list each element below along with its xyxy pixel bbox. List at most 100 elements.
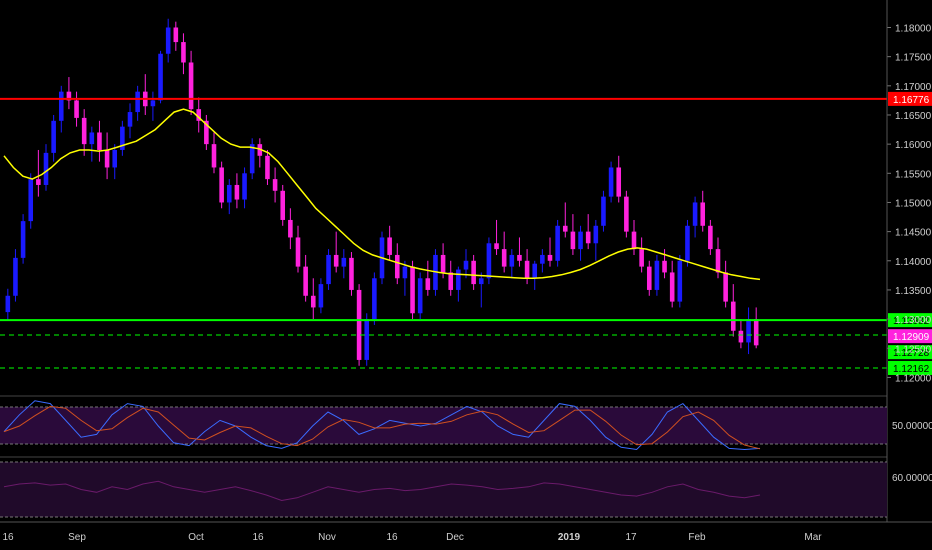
stochastic-d-line [3,405,761,450]
stochastic-axis-label: 50.00000 [892,421,932,432]
candle-body [181,42,186,63]
candle-body [463,260,469,270]
candle-body [74,100,79,118]
horizontal-levels: 1.16776 1.12982 1.12909 1.12728 1.12162 [0,91,932,375]
rsi-line [3,480,761,502]
rsi-pane: 60.00000 [0,461,932,518]
candle-body [219,167,224,203]
price-tick-label: 1.18000 [895,23,932,34]
level-tag [888,345,932,360]
price-tick-label: 1.17500 [895,53,932,64]
candle-body [585,231,591,244]
candle-body [654,260,660,290]
candle-body [104,149,110,168]
candle-body [509,254,515,267]
candle-body [692,202,698,226]
candle-body [341,257,347,267]
candle-body [601,196,606,226]
price-tick-label: 1.15000 [895,198,932,209]
candle-body [257,144,263,156]
candle-body [58,91,64,121]
level-tag-label: 1.12728 [893,348,930,359]
candle-body [112,149,118,168]
candle-body [394,254,400,279]
candle-body [356,289,362,360]
candle-body [249,144,255,174]
candle-body [5,295,11,313]
level-tag-label: 1.16776 [893,95,930,106]
rsi-band [0,462,887,517]
candle-body [265,155,270,180]
candle-body [593,225,599,244]
candle-body [448,272,454,290]
candle-body [639,249,644,267]
candle-body [738,330,744,343]
price-tick-label: 1.13500 [895,286,932,297]
x-label-17-jan: 17 [625,532,637,543]
candle-body [150,100,156,107]
candle-body [234,184,240,200]
candles [5,18,759,366]
candle-body [295,237,301,267]
candle-body [730,301,736,331]
price-tick-label: 1.12500 [895,344,932,355]
stochastic-band [0,407,887,444]
price-tick-label: 1.17000 [895,82,932,93]
candle-body [578,231,583,250]
candle-body [478,278,484,285]
candle-body [226,184,232,203]
candle-body [165,27,171,54]
candle-body [303,266,308,296]
price-tick-label: 1.14000 [895,257,932,268]
candle-body [440,254,446,273]
x-label-2019: 2019 [558,532,581,543]
candle-body [81,117,87,145]
level-tag-label: 1.12162 [893,364,930,375]
candle-body [349,257,354,290]
candle-body [410,266,415,314]
candle-body [135,91,140,113]
candle-body [540,254,545,264]
price-tick-label: 1.14500 [895,228,932,239]
x-label-mar: Mar [804,532,822,543]
candle-body [616,167,622,197]
candle-body [364,319,370,360]
x-label-dec: Dec [446,532,464,543]
candle-body [158,53,163,101]
candle-body [51,120,56,153]
level-tag [888,313,932,328]
candle-body [36,179,41,185]
x-label-16-oct: 16 [252,532,264,543]
candle-body [310,295,316,308]
candle-body [494,243,499,250]
candle-body [700,202,706,226]
candle-body [242,173,247,200]
candle-body [555,225,560,261]
candle-body [120,126,125,150]
candle-body [746,319,751,343]
candle-body [66,91,72,101]
candle-body [570,231,576,250]
stochastic-k-line [3,400,761,451]
candle-body [280,190,286,220]
candle-body [631,231,637,250]
x-label-nov: Nov [318,532,336,543]
stochastic-pane: 50.00000 [0,400,932,451]
candle-body [753,319,759,346]
candle-body [402,266,408,279]
rsi-axis-label: 60.00000 [892,473,932,484]
candle-body [28,179,34,222]
level-tag [888,329,932,344]
price-tick-label: 1.12000 [895,373,932,384]
candle-body [97,132,102,150]
time-axis: 16 Sep Oct 16 Nov 16 Dec 2019 17 Feb Mar [2,532,822,543]
price-tick-label: 1.15500 [895,169,932,180]
candle-body [417,278,423,314]
price-tick-label: 1.13000 [895,315,932,326]
candle-body [624,196,629,232]
candle-body [669,272,675,302]
candle-body [20,221,26,258]
candle-body [89,132,95,145]
candle-body [646,266,652,290]
